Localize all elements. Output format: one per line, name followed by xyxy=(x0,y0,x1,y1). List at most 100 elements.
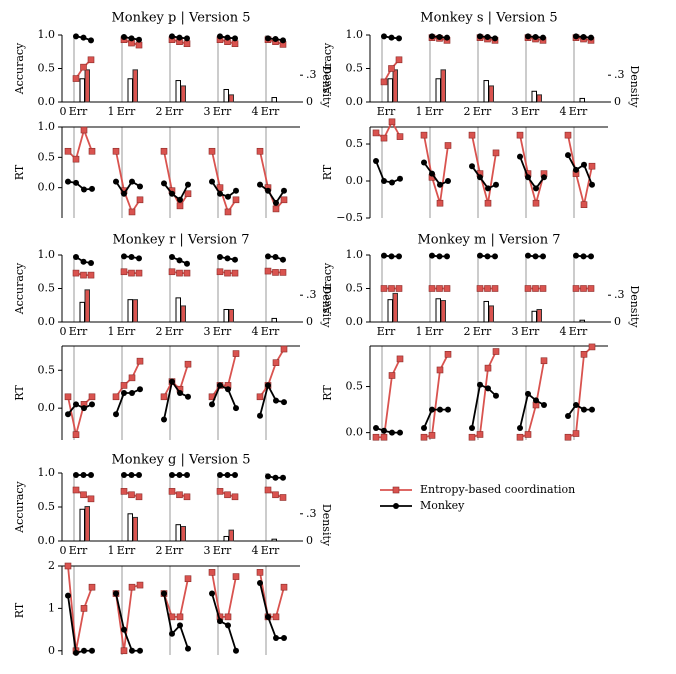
marker xyxy=(177,622,183,629)
marker xyxy=(380,285,388,292)
x-tick-label: Err xyxy=(117,544,136,557)
marker xyxy=(231,40,239,48)
series-line xyxy=(259,382,285,416)
density-bar xyxy=(531,90,537,103)
marker xyxy=(373,158,379,165)
marker xyxy=(224,491,231,499)
series-line xyxy=(567,154,593,186)
marker xyxy=(65,178,71,185)
marker xyxy=(256,147,264,155)
x-tick-label: Err xyxy=(377,105,396,118)
marker xyxy=(272,491,279,499)
marker xyxy=(381,178,387,185)
series-line xyxy=(67,127,93,161)
marker xyxy=(381,33,387,40)
marker xyxy=(80,605,88,612)
marker xyxy=(169,378,175,385)
series-line xyxy=(567,134,593,205)
y-tick-label: 0.5 xyxy=(38,282,56,295)
marker xyxy=(492,35,498,42)
x-tick-label: 3 xyxy=(512,325,519,338)
marker xyxy=(273,199,279,206)
y-tick-label: 0.5 xyxy=(346,62,364,75)
marker xyxy=(87,495,95,503)
marker xyxy=(176,491,183,499)
marker xyxy=(388,65,395,72)
marker xyxy=(396,355,404,363)
series-line xyxy=(115,388,141,415)
marker xyxy=(272,36,279,43)
marker xyxy=(177,390,183,396)
marker xyxy=(373,425,379,432)
marker xyxy=(396,35,402,42)
y-tick-label: 0.5 xyxy=(38,363,56,376)
density-bar xyxy=(392,69,398,103)
marker xyxy=(281,635,287,642)
series-line xyxy=(519,392,545,429)
marker xyxy=(429,170,435,177)
series-line xyxy=(115,360,141,398)
marker xyxy=(128,583,136,591)
density-bar xyxy=(175,297,181,323)
marker xyxy=(388,34,395,41)
marker xyxy=(256,393,264,401)
y-axis-label: RT xyxy=(321,164,334,180)
marker xyxy=(73,33,79,40)
marker xyxy=(121,626,127,633)
marker xyxy=(573,33,579,40)
marker xyxy=(176,34,183,41)
marker xyxy=(183,493,191,501)
marker xyxy=(88,37,94,44)
y-tick-label: 0.5 xyxy=(346,137,364,150)
x-tick-label: 1 xyxy=(108,325,115,338)
density-bar xyxy=(84,506,90,542)
y-tick-label: 0.0 xyxy=(346,315,364,328)
marker xyxy=(128,35,135,42)
marker xyxy=(420,433,428,441)
density-bar xyxy=(127,513,133,542)
density-bar xyxy=(483,80,489,103)
marker xyxy=(272,269,279,276)
marker xyxy=(129,390,135,396)
marker xyxy=(185,181,191,188)
marker xyxy=(73,179,79,186)
marker xyxy=(72,269,80,277)
marker xyxy=(396,253,402,260)
series-line xyxy=(115,593,140,652)
marker xyxy=(73,649,79,656)
y-tick-label: 0.0 xyxy=(346,426,364,439)
density-bar xyxy=(271,97,277,103)
y2-tick-label: 0 xyxy=(614,95,621,108)
series-line xyxy=(163,593,189,649)
marker xyxy=(121,253,127,260)
density-bar xyxy=(579,97,585,103)
marker xyxy=(444,350,452,358)
y-tick-label: 1.0 xyxy=(38,466,56,479)
series-line xyxy=(115,180,141,196)
marker xyxy=(484,34,491,41)
marker xyxy=(128,472,135,479)
y-tick-label: −0.5 xyxy=(336,211,363,224)
y-axis-label: Accuracy xyxy=(13,262,26,315)
marker xyxy=(469,163,475,170)
density-bar xyxy=(228,529,234,542)
density-bar xyxy=(175,80,181,103)
series-line xyxy=(211,181,237,198)
marker xyxy=(161,180,167,187)
y2-tick-label: .3 xyxy=(614,68,625,81)
series-line xyxy=(519,156,545,190)
marker xyxy=(217,254,223,261)
density-bar xyxy=(127,299,133,323)
marker xyxy=(539,285,547,292)
marker xyxy=(540,357,548,365)
series-line xyxy=(423,353,449,439)
marker xyxy=(437,181,443,188)
marker xyxy=(233,405,239,412)
y2-axis-label: Density xyxy=(320,285,333,328)
y2-tick-label: .3 xyxy=(306,288,317,301)
marker xyxy=(121,390,127,396)
marker xyxy=(280,196,288,204)
density-bar xyxy=(579,319,585,323)
marker xyxy=(81,647,87,654)
y-axis-label: RT xyxy=(13,385,26,401)
